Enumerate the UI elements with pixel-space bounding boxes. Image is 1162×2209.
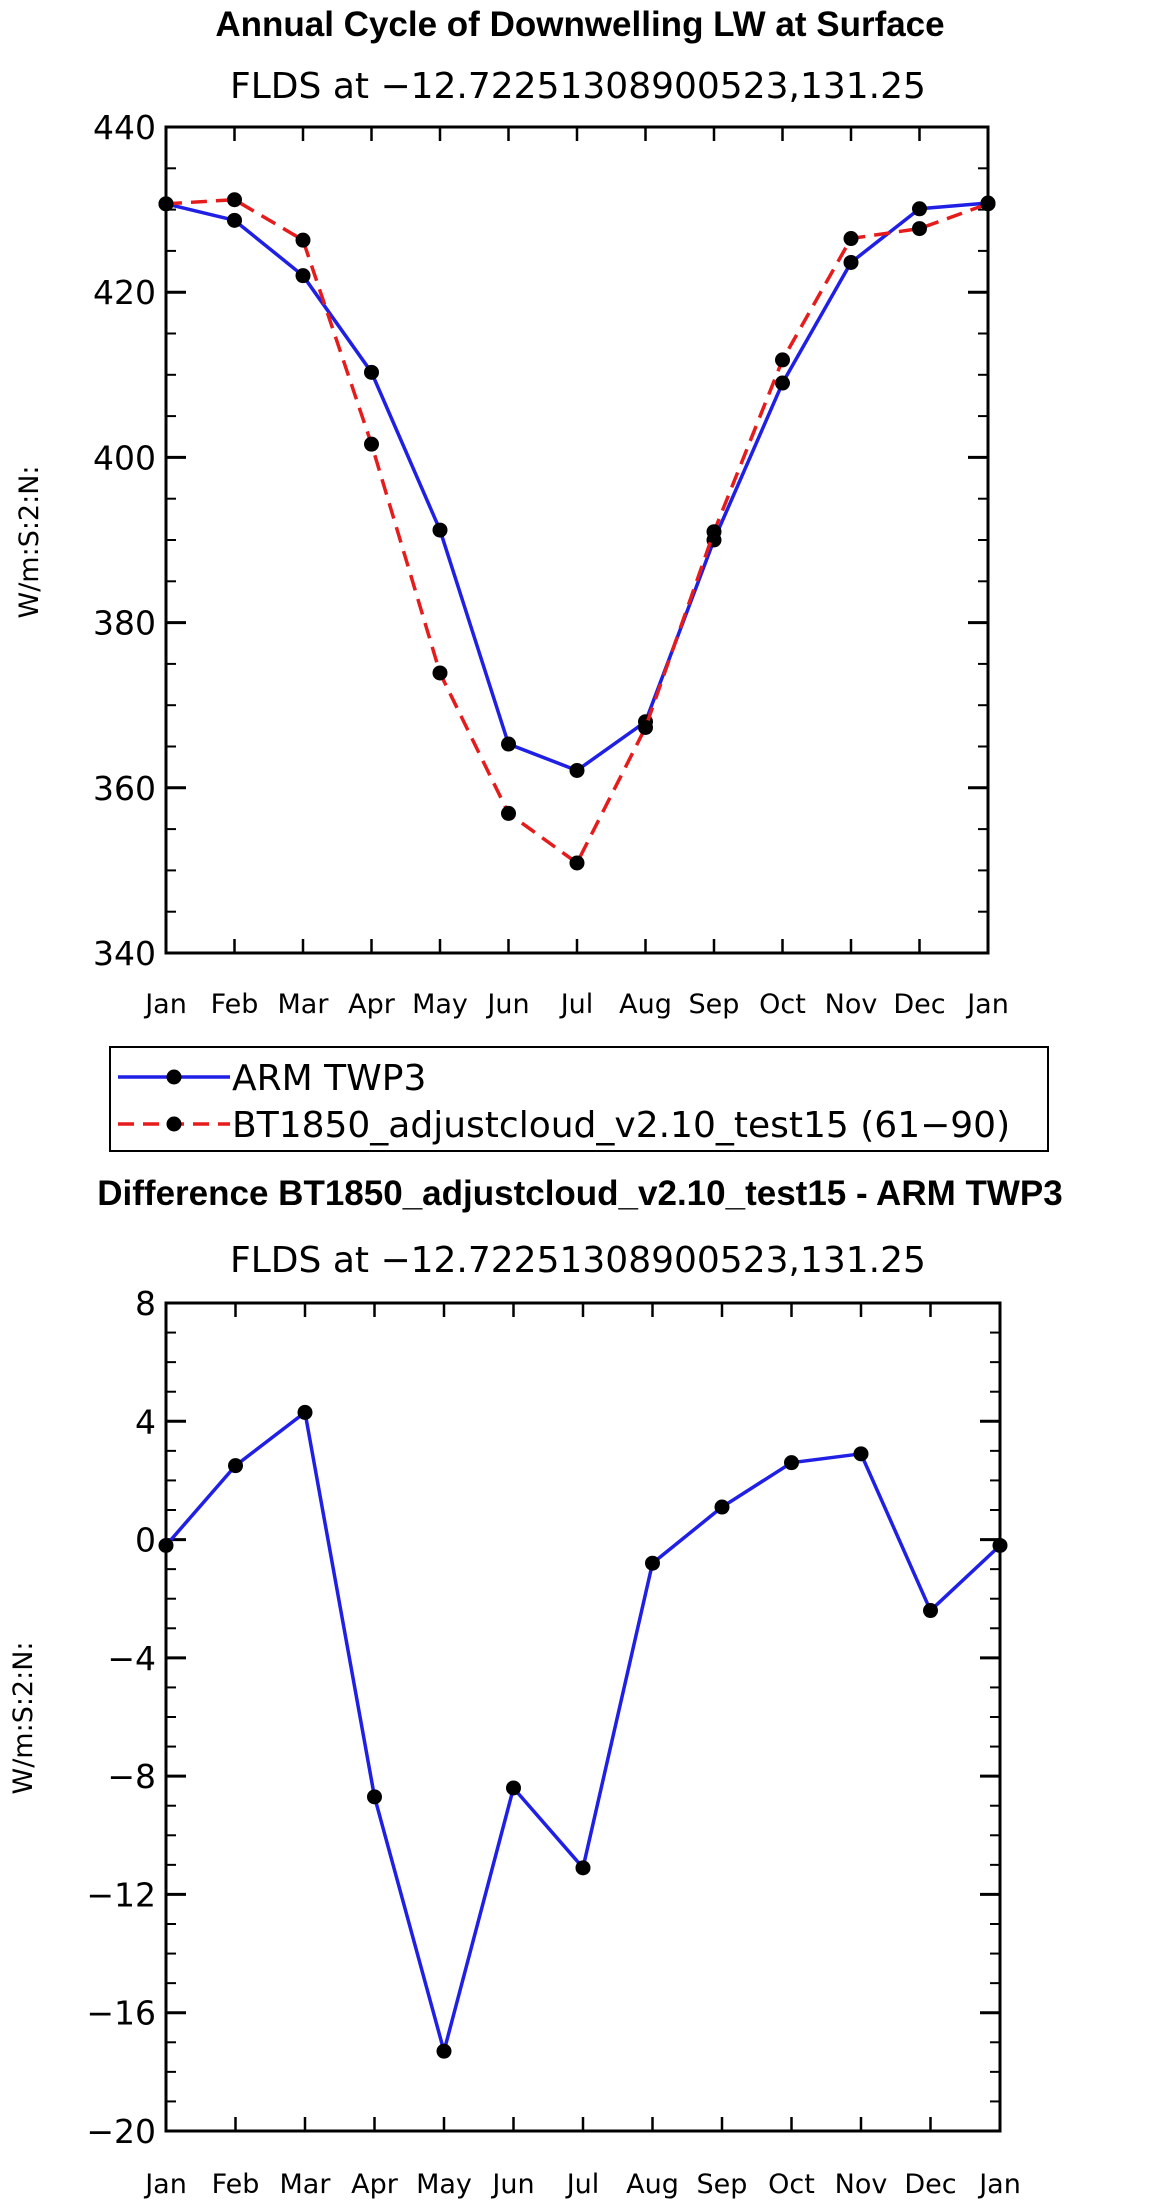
chart1-y-tick-label-2: 380 <box>93 604 156 643</box>
chart1-y-tick-label-4: 420 <box>93 273 156 312</box>
chart1-x-tick-label-10: Nov <box>825 989 878 1020</box>
legend-entry-arm-twp3: ARM TWP3 <box>118 1058 426 1099</box>
chart1-point-bt1850-adjustcloud-v2-10-test15-61-90-11 <box>912 221 927 237</box>
chart2-x-tick-label-8: Sep <box>697 2169 748 2200</box>
chart1-legend: ARM TWP3 BT1850_adjustcloud_v2.10_test15… <box>109 1046 1049 1152</box>
chart-annual-cycle: Annual Cycle of Downwelling LW at Surfac… <box>14 5 1009 1020</box>
chart1-point-bt1850-adjustcloud-v2-10-test15-61-90-3 <box>364 436 379 452</box>
chart1-x-tick-label-7: Aug <box>619 989 672 1020</box>
chart2-x-tick-label-7: Aug <box>626 2169 679 2200</box>
chart2-title: Difference BT1850_adjustcloud_v2.10_test… <box>97 1174 1062 1213</box>
chart2-y-tick-label-5: 0 <box>135 1521 156 1560</box>
legend-marker-bt1850 <box>166 1116 182 1132</box>
chart2-x-tick-label-5: Jun <box>490 2169 534 2200</box>
chart2-y-tick-label-3: −8 <box>107 1757 156 1796</box>
chart1-x-tick-label-8: Sep <box>689 989 740 1020</box>
chart2-x-tick-labels: Jan Feb Mar Apr May Jun Jul Aug Sep Oct Nov Dec Jan <box>143 2169 1021 2200</box>
chart2-point-difference-1 <box>228 1458 243 1474</box>
chart1-y-tick-label-0: 340 <box>93 934 156 973</box>
chart1-point-arm-twp3-5 <box>501 736 516 752</box>
chart1-y-tick-label-1: 360 <box>93 769 156 808</box>
chart1-point-bt1850-adjustcloud-v2-10-test15-61-90-4 <box>432 665 448 681</box>
chart1-point-bt1850-adjustcloud-v2-10-test15-61-90-10 <box>843 231 859 247</box>
chart1-x-tick-label-5: Jun <box>485 989 529 1020</box>
chart2-point-difference-11 <box>923 1603 938 1619</box>
chart1-x-tick-label-12: Jan <box>965 989 1009 1020</box>
chart1-point-bt1850-adjustcloud-v2-10-test15-61-90-9 <box>775 352 790 368</box>
chart1-point-arm-twp3-10 <box>843 254 859 270</box>
chart1-point-arm-twp3-9 <box>775 375 790 391</box>
chart2-point-difference-7 <box>645 1555 660 1571</box>
chart1-x-tick-label-9: Oct <box>759 989 806 1020</box>
chart2-point-difference-6 <box>575 1860 591 1876</box>
chart2-point-difference-4 <box>436 2043 452 2059</box>
chart1-point-arm-twp3-6 <box>569 762 585 778</box>
chart2-y-tick-label-2: −12 <box>86 1875 156 1914</box>
chart1-point-arm-twp3-4 <box>432 522 448 538</box>
chart1-point-bt1850-adjustcloud-v2-10-test15-61-90-7 <box>638 720 653 736</box>
chart2-plot-frame <box>164 1301 1002 2133</box>
chart2-x-tick-label-6: Jul <box>565 2169 600 2200</box>
chart2-point-difference-5 <box>506 1780 521 1796</box>
chart1-x-tick-label-2: Mar <box>278 989 330 1020</box>
chart2-x-tick-label-10: Nov <box>835 2169 888 2200</box>
chart2-x-tick-label-3: Apr <box>351 2169 399 2200</box>
chart1-plot-frame <box>164 125 990 955</box>
chart2-point-difference-2 <box>297 1404 313 1420</box>
chart1-y-axis-label: W/m:S:2:N: <box>14 466 45 619</box>
chart1-point-bt1850-adjustcloud-v2-10-test15-61-90-1 <box>227 192 242 208</box>
chart2-x-tick-label-11: Dec <box>904 2169 956 2200</box>
chart2-x-tick-label-2: Mar <box>280 2169 332 2200</box>
chart1-y-tick-label-3: 400 <box>93 438 156 477</box>
chart2-point-difference-8 <box>714 1499 730 1515</box>
chart2-y-tick-label-1: −16 <box>86 1994 156 2033</box>
chart1-x-tick-label-3: Apr <box>348 989 396 1020</box>
chart-difference: Difference BT1850_adjustcloud_v2.10_test… <box>8 1174 1063 2200</box>
chart2-y-tick-label-7: 8 <box>135 1284 156 1323</box>
chart1-series <box>158 192 996 871</box>
chart1-subtitle: FLDS at −12.72251308900523,131.25 <box>230 66 926 107</box>
chart1-title: Annual Cycle of Downwelling LW at Surfac… <box>215 5 944 44</box>
chart1-x-tick-label-4: May <box>412 989 468 1020</box>
chart2-y-tick-label-0: −20 <box>86 2112 156 2151</box>
chart1-x-tick-label-0: Jan <box>143 989 187 1020</box>
chart1-x-tick-label-6: Jul <box>559 989 594 1020</box>
chart2-y-axis-label: W/m:S:2:N: <box>8 1642 39 1795</box>
chart1-point-arm-twp3-3 <box>364 364 379 380</box>
chart2-x-tick-label-1: Feb <box>212 2169 260 2200</box>
chart2-point-difference-3 <box>367 1789 382 1805</box>
chart1-x-tick-labels: Jan Feb Mar Apr May Jun Jul Aug Sep Oct Nov Dec Jan <box>143 989 1009 1020</box>
chart2-point-difference-10 <box>853 1446 869 1462</box>
chart1-y-tick-label-5: 440 <box>93 108 156 147</box>
chart1-point-bt1850-adjustcloud-v2-10-test15-61-90-5 <box>501 805 516 821</box>
chart2-subtitle: FLDS at −12.72251308900523,131.25 <box>230 1240 926 1281</box>
chart2-x-tick-label-0: Jan <box>143 2169 187 2200</box>
chart1-point-arm-twp3-1 <box>227 212 242 228</box>
chart1-point-bt1850-adjustcloud-v2-10-test15-61-90-8 <box>706 524 722 540</box>
legend-box <box>109 1046 1049 1152</box>
chart1-y-tick-labels: 340 360 380 400 420 440 <box>93 108 156 973</box>
chart2-point-difference-9 <box>784 1455 799 1471</box>
chart2-y-tick-label-6: 4 <box>135 1402 156 1441</box>
chart1-point-arm-twp3-11 <box>912 201 927 217</box>
legend-label-arm-twp3: ARM TWP3 <box>232 1058 426 1099</box>
chart2-x-tick-label-4: May <box>416 2169 472 2200</box>
chart1-point-bt1850-adjustcloud-v2-10-test15-61-90-2 <box>295 232 311 248</box>
chart2-y-tick-labels: −20 −16 −12 −8 −4 0 4 8 <box>86 1284 156 2151</box>
legend-label-bt1850: BT1850_adjustcloud_v2.10_test15 (61−90) <box>232 1105 1010 1146</box>
chart1-x-tick-label-11: Dec <box>893 989 945 1020</box>
chart1-x-tick-label-1: Feb <box>211 989 259 1020</box>
chart2-x-tick-label-12: Jan <box>977 2169 1021 2200</box>
chart1-point-bt1850-adjustcloud-v2-10-test15-61-90-6 <box>569 855 585 871</box>
chart2-x-tick-label-9: Oct <box>768 2169 815 2200</box>
legend-entry-bt1850: BT1850_adjustcloud_v2.10_test15 (61−90) <box>118 1105 1010 1146</box>
chart1-point-arm-twp3-2 <box>295 268 311 284</box>
chart2-series <box>158 1404 1008 2059</box>
legend-marker-arm-twp3 <box>166 1069 182 1085</box>
chart2-y-tick-label-4: −4 <box>107 1639 156 1678</box>
